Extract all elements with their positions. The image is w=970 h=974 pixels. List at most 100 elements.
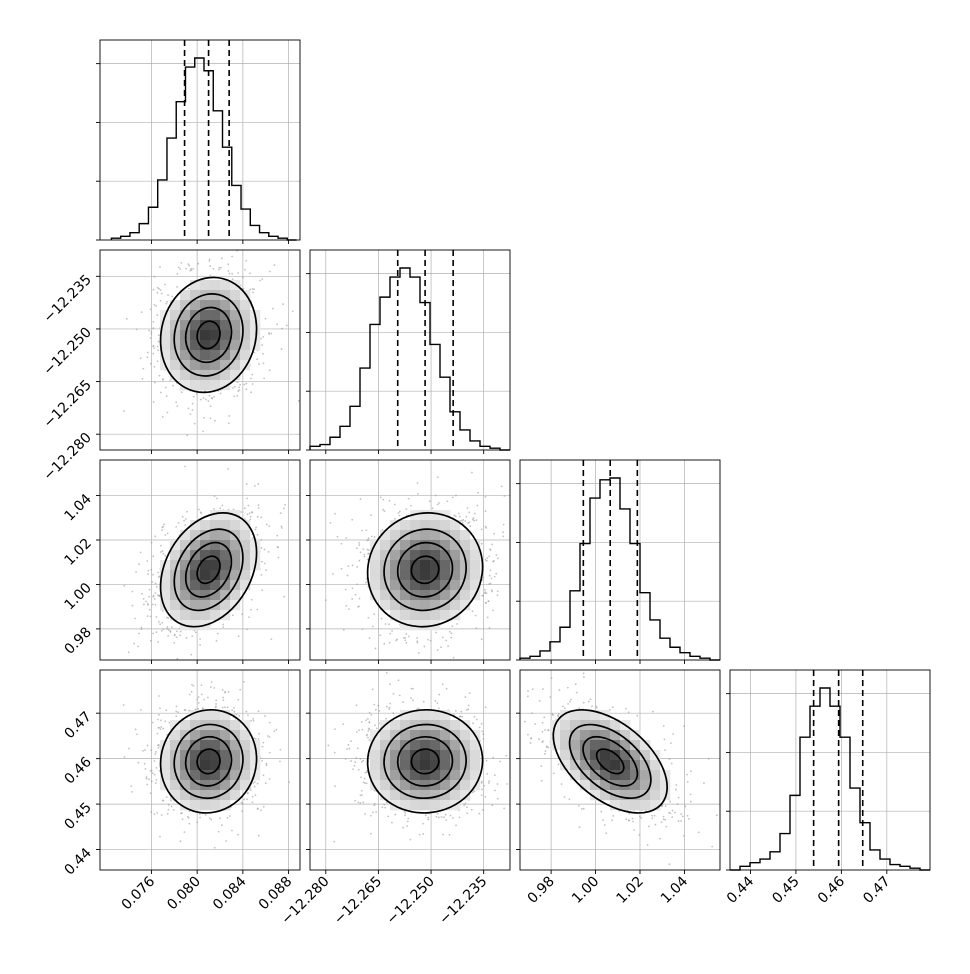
sample-point (270, 332, 273, 335)
sample-point (480, 780, 483, 783)
density-cell (430, 770, 441, 781)
density-cell (660, 790, 671, 801)
sample-point (603, 824, 606, 826)
density-cell (460, 530, 471, 541)
x-tick-label: 1.00 (569, 874, 602, 907)
sample-point (149, 770, 152, 772)
sample-point (367, 539, 370, 541)
density-cell (220, 730, 231, 741)
y-tick-label: −12.250 (41, 324, 95, 378)
sample-point (356, 583, 358, 586)
density-cell (170, 300, 181, 311)
sample-point (245, 483, 248, 485)
sample-point (703, 782, 705, 784)
sample-point (668, 863, 671, 866)
sample-point (244, 518, 246, 520)
density-cell (460, 770, 471, 781)
sample-point (627, 819, 630, 822)
density-cell (400, 540, 411, 551)
sample-point (457, 512, 460, 515)
density-cell (430, 600, 441, 611)
density-cell (180, 360, 191, 371)
density-cell (380, 580, 391, 591)
density-cell (560, 760, 571, 771)
sample-point (686, 814, 689, 817)
sample-point (480, 542, 483, 545)
sample-point (404, 636, 406, 639)
sample-point (259, 279, 262, 282)
sample-point (154, 782, 157, 785)
sample-point (385, 717, 387, 720)
sample-point (406, 820, 409, 823)
sample-point (155, 766, 158, 769)
sample-point (478, 726, 481, 729)
sample-point (392, 712, 395, 714)
sample-point (514, 536, 516, 538)
sample-point (582, 701, 585, 704)
contour-line (410, 555, 440, 585)
sample-point (151, 603, 154, 606)
sample-point (388, 708, 391, 710)
density-cell (570, 750, 581, 761)
sample-point (201, 707, 204, 710)
density-cell (170, 590, 181, 601)
sample-point (513, 781, 515, 783)
density-cell (160, 740, 171, 751)
density-cell (460, 560, 471, 571)
sample-point (361, 628, 364, 631)
sample-point (628, 812, 631, 815)
sample-point (388, 499, 391, 502)
sample-point (261, 745, 264, 748)
sample-point (469, 525, 472, 528)
sample-point (268, 736, 271, 738)
sample-point (461, 715, 464, 718)
density-cell (570, 730, 581, 741)
sample-point (206, 696, 209, 699)
sample-point (393, 503, 396, 506)
density-cell (610, 760, 621, 771)
density-cell (200, 580, 211, 591)
density-cell (630, 750, 641, 761)
sample-point (351, 587, 354, 590)
density-cell (440, 570, 451, 581)
density-cell (200, 550, 211, 561)
sample-point (162, 628, 165, 630)
sample-point (347, 565, 350, 568)
density-cell (180, 800, 191, 811)
sample-point (365, 782, 368, 785)
sample-point (246, 513, 249, 516)
density-panel-0-1: −12.280−12.265−12.250−12.235 (41, 250, 300, 484)
density-cell (230, 780, 241, 791)
density-cell (190, 570, 201, 581)
sample-point (481, 594, 484, 597)
sample-point (262, 362, 265, 365)
sample-point (527, 695, 529, 698)
sample-point (435, 631, 438, 634)
density-cell (440, 760, 451, 771)
sample-point (473, 790, 476, 793)
y-tick-label: 1.00 (61, 580, 94, 613)
sample-point (210, 818, 213, 821)
sample-point (640, 817, 643, 819)
sample-point (389, 702, 392, 705)
density-cell (580, 760, 591, 771)
sample-point (146, 744, 149, 747)
sample-point (145, 600, 147, 603)
sample-point (261, 759, 264, 762)
density-cell (170, 370, 181, 381)
density-cell (220, 370, 231, 381)
density-cell (190, 360, 201, 371)
density-cell (400, 610, 411, 621)
density-cell (630, 730, 641, 741)
contour-line (184, 306, 233, 364)
sample-point (627, 711, 630, 714)
sample-point (365, 529, 368, 532)
histogram-frame (519, 459, 721, 661)
sample-point (490, 577, 493, 580)
sample-point (283, 507, 285, 510)
sample-point (162, 727, 165, 730)
sample-point (563, 796, 566, 798)
sample-point (173, 633, 176, 636)
sample-point (663, 738, 666, 741)
